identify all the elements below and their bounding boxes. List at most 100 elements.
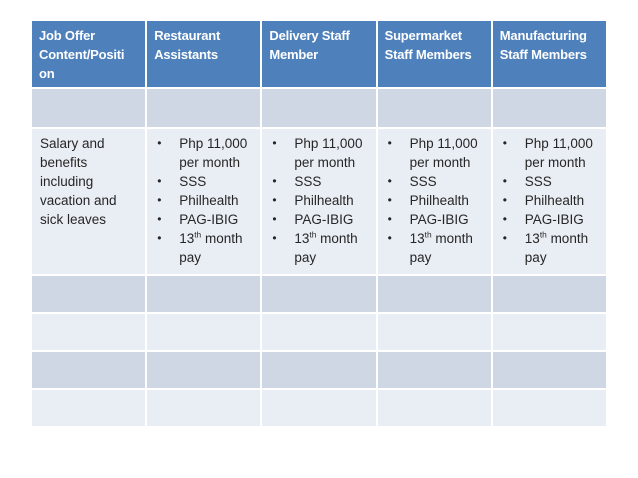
bullet-text: Philhealth (524, 193, 585, 208)
empty-cell (32, 352, 146, 388)
bullet-icon: • (387, 212, 392, 226)
header-cell-supermarket-staff-members: Supermarket Staff Members (377, 21, 491, 87)
bullet-icon: • (272, 231, 277, 245)
bullet-item: • 13th month pay (269, 229, 372, 267)
empty-cell (147, 352, 261, 388)
bullet-text: SSS (294, 174, 322, 189)
bullet-item: • Php 11,000 per month (154, 134, 257, 172)
empty-cell (492, 89, 606, 127)
bullet-item: • PAG-IBIG (500, 210, 603, 229)
bullet-text: Php 11,000 per month (409, 136, 478, 170)
empty-cell (492, 390, 606, 426)
bullet-text: 13th month pay (409, 229, 473, 265)
bullet-item: • Philhealth (154, 191, 257, 210)
bullet-item: • SSS (500, 172, 603, 191)
bullet-text: PAG-IBIG (294, 212, 354, 227)
bullet-text: Php 11,000 per month (294, 136, 363, 170)
bullet-item: • PAG-IBIG (269, 210, 372, 229)
bullet-text: SSS (409, 174, 437, 189)
empty-cell (147, 314, 261, 350)
bullet-icon: • (157, 212, 162, 226)
header-cell-restaurant-assistants: Restaurant Assistants (147, 21, 261, 87)
empty-cell (32, 390, 146, 426)
bullet-item: • 13th month pay (154, 229, 257, 267)
bullet-icon: • (157, 174, 162, 188)
bullet-text: Philhealth (179, 193, 239, 208)
header-cell-delivery-staff-member: Delivery Staff Member (262, 21, 376, 87)
bullet-icon: • (157, 193, 162, 207)
empty-cell (147, 276, 261, 312)
bullet-item: • PAG-IBIG (385, 210, 488, 229)
empty-cell (377, 390, 491, 426)
table-row-empty-2 (32, 276, 606, 312)
bullet-item: • Php 11,000 per month (269, 134, 372, 172)
bullet-text: 13th month pay (294, 229, 358, 265)
empty-cell (492, 314, 606, 350)
empty-cell (377, 89, 491, 127)
empty-cell (147, 390, 261, 426)
empty-cell (262, 390, 376, 426)
bullet-icon: • (272, 193, 277, 207)
bullet-item: • SSS (269, 172, 372, 191)
table-row-empty-4 (32, 352, 606, 388)
empty-cell (492, 276, 606, 312)
empty-cell (262, 89, 376, 127)
bullet-icon: • (502, 193, 507, 207)
cell-restaurant-assistants-benefits: • Php 11,000 per month • SSS • Philhealth • PAG… (147, 129, 261, 274)
bullet-icon: • (387, 193, 392, 207)
empty-cell (32, 89, 146, 127)
bullet-item: • Philhealth (385, 191, 488, 210)
bullet-icon: • (502, 212, 507, 226)
table-header-row: Job Offer Content/Positi on Restaurant A… (32, 21, 606, 87)
cell-supermarket-staff-benefits: • Php 11,000 per month • SSS • Philhealth • PAG… (377, 129, 491, 274)
bullet-icon: • (502, 231, 507, 245)
bullet-icon: • (272, 174, 277, 188)
cell-delivery-staff-benefits: • Php 11,000 per month • SSS • Philhealth • PAG… (262, 129, 376, 274)
bullet-item: • Php 11,000 per month (500, 134, 603, 172)
empty-cell (262, 352, 376, 388)
bullet-icon: • (272, 212, 277, 226)
bullet-text: PAG-IBIG (179, 212, 239, 227)
bullet-item: • SSS (154, 172, 257, 191)
bullet-item: • Php 11,000 per month (385, 134, 488, 172)
empty-cell (492, 352, 606, 388)
bullet-item: • Philhealth (500, 191, 603, 210)
empty-cell (32, 276, 146, 312)
empty-cell (32, 314, 146, 350)
header-cell-job-offer-content-position: Job Offer Content/Positi on (32, 21, 146, 87)
table-row-empty-5 (32, 390, 606, 426)
bullet-text: PAG-IBIG (524, 212, 584, 227)
empty-cell (262, 276, 376, 312)
bullet-item: • PAG-IBIG (154, 210, 257, 229)
bullet-text: PAG-IBIG (409, 212, 469, 227)
empty-cell (377, 352, 491, 388)
bullet-icon: • (387, 136, 392, 150)
bullet-text: 13th month pay (524, 229, 589, 265)
bullet-icon: • (272, 136, 277, 150)
empty-cell (147, 89, 261, 127)
empty-cell (377, 276, 491, 312)
bullet-icon: • (157, 231, 162, 245)
empty-cell (262, 314, 376, 350)
empty-cell (377, 314, 491, 350)
row-label-salary-benefits: Salary and benefits including vacation a… (32, 129, 146, 274)
bullet-item: • 13th month pay (385, 229, 488, 267)
job-offer-table: Job Offer Content/Positi on Restaurant A… (32, 21, 606, 426)
table-row-empty-1 (32, 89, 606, 127)
bullet-item: • 13th month pay (500, 229, 603, 267)
bullet-icon: • (502, 174, 507, 188)
bullet-text: Php 11,000 per month (524, 136, 593, 170)
table-row-empty-3 (32, 314, 606, 350)
bullet-icon: • (502, 136, 507, 150)
bullet-text: Philhealth (409, 193, 469, 208)
bullet-icon: • (157, 136, 162, 150)
bullet-text: Php 11,000 per month (179, 136, 248, 170)
bullet-item: • SSS (385, 172, 488, 191)
bullet-icon: • (387, 231, 392, 245)
bullet-text: 13th month pay (179, 229, 243, 265)
cell-manufacturing-staff-benefits: • Php 11,000 per month • SSS • Philhealth • PAG… (492, 129, 606, 274)
bullet-text: SSS (179, 174, 207, 189)
bullet-text: SSS (524, 174, 552, 189)
bullet-item: • Philhealth (269, 191, 372, 210)
